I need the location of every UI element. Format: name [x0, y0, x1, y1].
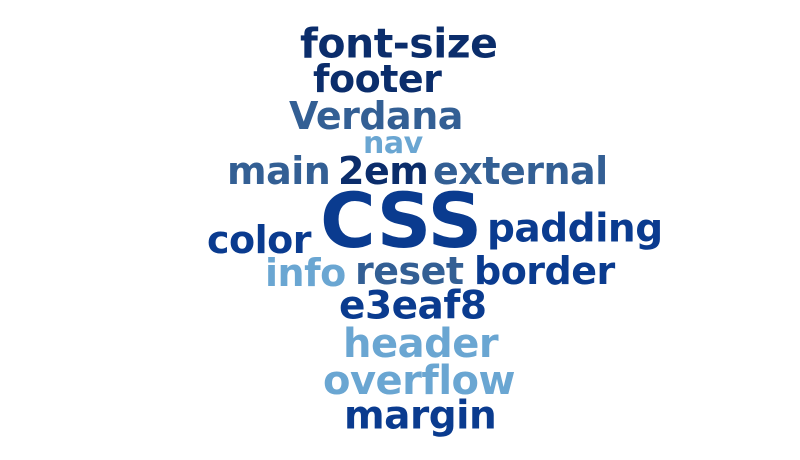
word-margin: margin: [344, 393, 497, 439]
word-2em: 2em: [338, 149, 429, 193]
word-verdana: Verdana: [289, 94, 463, 138]
word-css: CSS: [320, 176, 482, 265]
word-border: border: [474, 249, 615, 293]
word-header: header: [343, 321, 499, 367]
word-e3eaf8: e3eaf8: [339, 283, 487, 329]
word-main: main: [227, 149, 331, 193]
word-overflow: overflow: [323, 358, 515, 404]
word-padding: padding: [487, 206, 663, 252]
word-font-size: font-size: [300, 19, 498, 68]
word-external: external: [433, 149, 608, 193]
word-footer: footer: [313, 57, 442, 101]
word-nav: nav: [363, 126, 423, 161]
word-reset: reset: [355, 249, 464, 293]
word-info: info: [265, 251, 346, 295]
word-color: color: [207, 218, 312, 262]
